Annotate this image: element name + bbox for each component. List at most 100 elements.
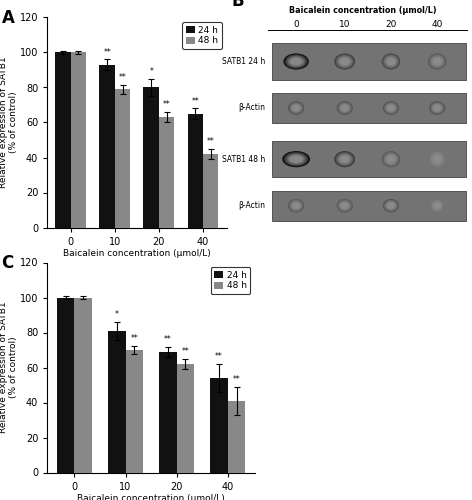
Ellipse shape	[433, 58, 441, 65]
Ellipse shape	[384, 200, 398, 212]
Ellipse shape	[429, 151, 445, 168]
Ellipse shape	[430, 102, 445, 114]
Ellipse shape	[384, 102, 398, 114]
Ellipse shape	[388, 202, 395, 208]
Ellipse shape	[287, 56, 305, 67]
Text: 0: 0	[293, 20, 299, 29]
Ellipse shape	[289, 200, 303, 211]
Ellipse shape	[428, 54, 447, 70]
Ellipse shape	[387, 104, 395, 112]
Ellipse shape	[338, 103, 351, 113]
FancyBboxPatch shape	[272, 44, 466, 80]
Ellipse shape	[387, 58, 395, 65]
Bar	[55, 52, 71, 228]
Text: *: *	[115, 310, 118, 320]
Ellipse shape	[283, 152, 309, 166]
Text: 20: 20	[385, 20, 396, 29]
Ellipse shape	[335, 152, 354, 166]
Ellipse shape	[430, 152, 445, 166]
Ellipse shape	[382, 152, 399, 166]
Ellipse shape	[338, 200, 352, 211]
Ellipse shape	[431, 103, 443, 113]
Bar	[57, 298, 75, 472]
Bar	[75, 298, 93, 472]
Ellipse shape	[340, 156, 349, 162]
Ellipse shape	[291, 202, 301, 209]
Ellipse shape	[386, 201, 396, 210]
Text: **: **	[207, 137, 215, 146]
Ellipse shape	[384, 153, 398, 166]
Ellipse shape	[383, 101, 399, 115]
Ellipse shape	[340, 104, 349, 112]
Y-axis label: Relative expression of SATB1
(% of control): Relative expression of SATB1 (% of contr…	[0, 56, 18, 188]
Ellipse shape	[340, 202, 349, 209]
X-axis label: Baicalein concentration (μmol/L): Baicalein concentration (μmol/L)	[77, 494, 225, 500]
Ellipse shape	[340, 58, 349, 65]
Ellipse shape	[434, 202, 441, 209]
Ellipse shape	[336, 152, 354, 166]
Text: *: *	[149, 67, 153, 76]
Text: **: **	[163, 100, 170, 110]
Ellipse shape	[385, 154, 397, 164]
Ellipse shape	[288, 154, 304, 164]
Ellipse shape	[287, 56, 306, 68]
Ellipse shape	[429, 54, 446, 69]
Bar	[108, 331, 126, 472]
Ellipse shape	[341, 202, 348, 208]
Ellipse shape	[289, 102, 303, 114]
Ellipse shape	[430, 56, 444, 68]
Text: A: A	[2, 9, 15, 27]
Bar	[115, 89, 130, 228]
Ellipse shape	[432, 104, 442, 112]
Ellipse shape	[386, 56, 396, 66]
Ellipse shape	[434, 156, 441, 162]
Ellipse shape	[385, 56, 397, 67]
Ellipse shape	[386, 202, 396, 209]
Ellipse shape	[336, 54, 354, 68]
Ellipse shape	[384, 102, 398, 114]
Ellipse shape	[290, 156, 302, 162]
Ellipse shape	[293, 202, 300, 208]
Ellipse shape	[430, 54, 445, 68]
Ellipse shape	[290, 103, 302, 113]
Ellipse shape	[429, 101, 445, 115]
Bar	[228, 401, 245, 472]
X-axis label: Baicalein concentration (μmol/L): Baicalein concentration (μmol/L)	[63, 250, 211, 258]
Ellipse shape	[432, 201, 442, 210]
Ellipse shape	[339, 155, 350, 164]
Ellipse shape	[337, 154, 352, 164]
Ellipse shape	[338, 200, 351, 211]
Ellipse shape	[385, 200, 397, 211]
Bar	[159, 352, 177, 472]
FancyBboxPatch shape	[272, 190, 466, 221]
Ellipse shape	[432, 58, 442, 66]
Ellipse shape	[432, 200, 442, 211]
Ellipse shape	[289, 58, 303, 66]
Ellipse shape	[383, 199, 399, 212]
Bar	[143, 88, 159, 228]
Ellipse shape	[337, 102, 352, 114]
Text: 10: 10	[339, 20, 350, 29]
Text: **: **	[118, 73, 126, 82]
Ellipse shape	[434, 105, 441, 111]
Ellipse shape	[388, 105, 395, 111]
Ellipse shape	[340, 104, 350, 112]
Ellipse shape	[290, 200, 302, 211]
Ellipse shape	[285, 54, 308, 69]
Ellipse shape	[430, 102, 444, 114]
Ellipse shape	[285, 152, 308, 166]
Bar	[71, 52, 86, 228]
Ellipse shape	[382, 54, 399, 69]
Ellipse shape	[341, 105, 348, 111]
Ellipse shape	[288, 199, 304, 212]
Ellipse shape	[386, 104, 396, 112]
Ellipse shape	[386, 155, 396, 164]
Ellipse shape	[384, 200, 398, 211]
Ellipse shape	[286, 54, 307, 68]
Text: SATB1 24 h: SATB1 24 h	[222, 57, 265, 66]
Ellipse shape	[337, 200, 352, 212]
Ellipse shape	[433, 155, 441, 164]
Ellipse shape	[291, 201, 302, 210]
Text: **: **	[233, 375, 240, 384]
Ellipse shape	[287, 154, 305, 164]
